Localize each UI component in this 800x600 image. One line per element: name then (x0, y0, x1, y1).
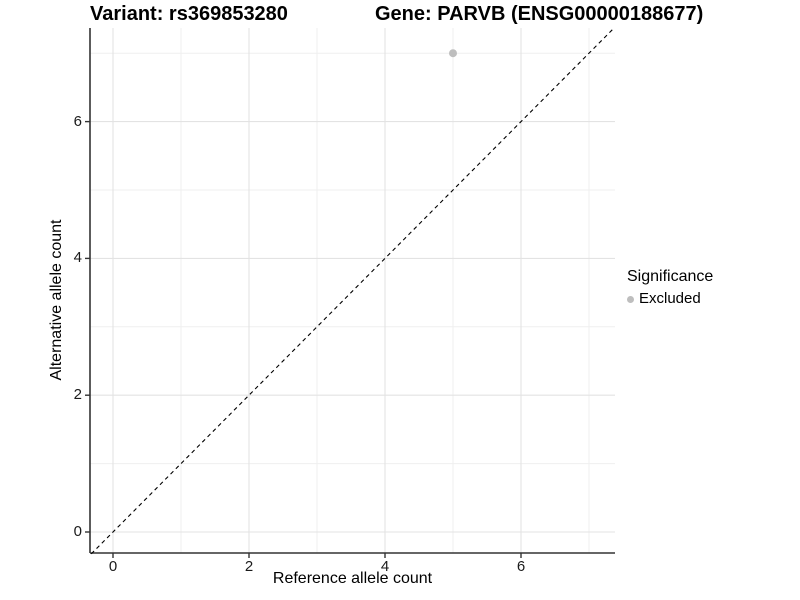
y-tick-label: 2 (73, 386, 82, 404)
legend-item-label: Excluded (639, 290, 701, 307)
y-axis-label: Alternative allele count (48, 219, 65, 381)
x-tick-label: 0 (108, 558, 118, 575)
y-tick-label: 4 (73, 249, 82, 267)
y-tick-label: 0 (73, 523, 82, 540)
identity-dashed-line (90, 27, 615, 555)
x-tick-label: 4 (380, 558, 390, 575)
x-tick-label: 2 (244, 558, 254, 575)
x-axis-label: Reference allele count (272, 570, 433, 587)
legend-item-excluded: Excluded (627, 290, 713, 308)
x-tick-label: 6 (516, 558, 526, 575)
legend-title: Significance (627, 268, 714, 285)
y-tick-label: 6 (73, 112, 82, 130)
legend: Significance Excluded (627, 267, 713, 308)
legend-point-icon (627, 295, 634, 303)
plot-title-gene: Gene: PARVB (ENSG00000188677) (375, 3, 704, 25)
plot-title-variant: Variant: rs369853280 (90, 3, 288, 25)
data-point (449, 49, 457, 58)
